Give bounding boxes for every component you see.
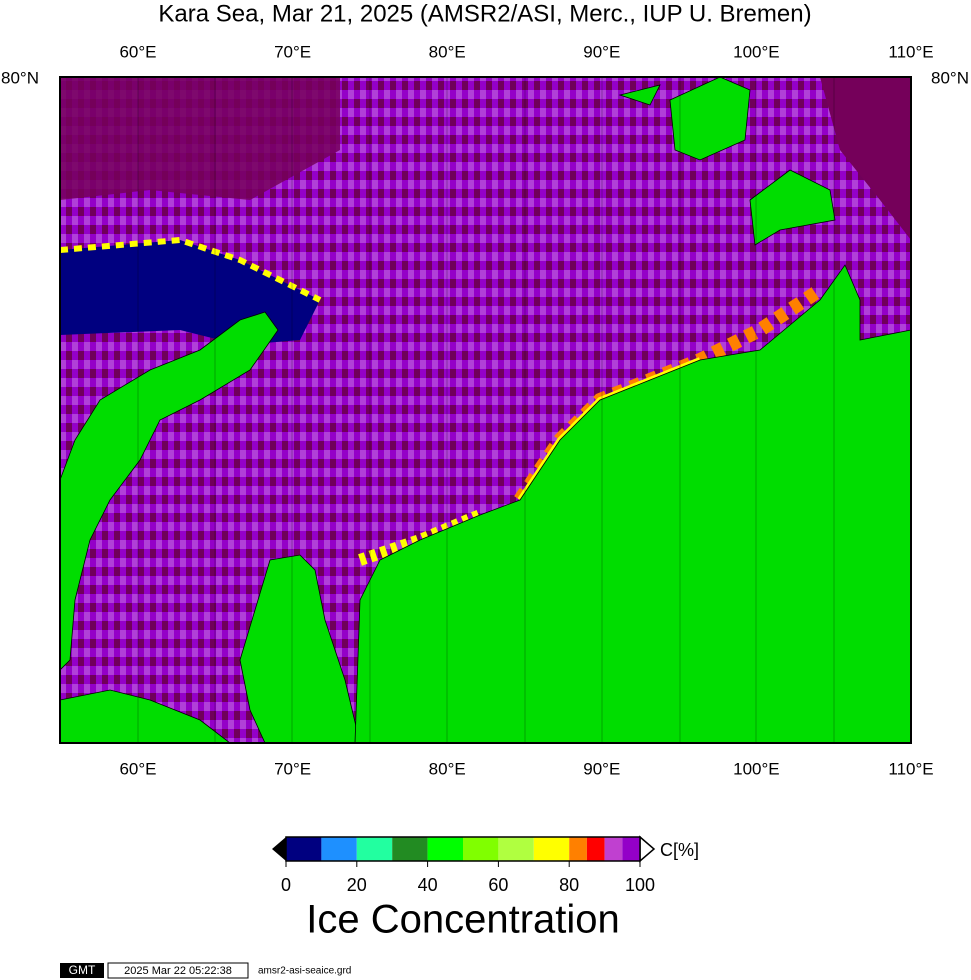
footer: GMT 2025 Mar 22 05:22:38 amsr2-asi-seaic… [60, 962, 351, 979]
colorbar [272, 835, 656, 863]
lat-label: 80°N [1, 68, 39, 87]
lon-label: 100°E [733, 759, 780, 778]
lon-label: 80°E [429, 42, 466, 61]
lon-label: 70°E [274, 759, 311, 778]
map [59, 76, 912, 744]
colorbar-tick-label: 40 [418, 875, 438, 895]
colorbar-unit: C[%] [660, 840, 699, 860]
lat-label: 80°N [931, 68, 969, 87]
lon-label: 80°E [429, 759, 466, 778]
lon-label: 90°E [583, 759, 620, 778]
title: Kara Sea, Mar 21, 2025 (AMSR2/ASI, Merc.… [158, 0, 811, 27]
colorbar-tick-label: 100 [625, 875, 655, 895]
colorbar-tick-label: 0 [281, 875, 291, 895]
logo: GMT [69, 963, 96, 977]
lon-label: 110°E [888, 42, 933, 61]
colorbar-tick-label: 20 [347, 875, 367, 895]
lon-label: 60°E [119, 42, 156, 61]
colorbar-tick-label: 60 [488, 875, 508, 895]
colorbar-tick-label: 80 [559, 875, 579, 895]
colorbar-label: Ice Concentration [306, 898, 620, 942]
lon-label: 100°E [733, 42, 780, 61]
lon-label: 110°E [888, 759, 933, 778]
lon-label: 90°E [583, 42, 620, 61]
file-name: amsr2-asi-seaice.grd [258, 966, 351, 977]
lon-label: 70°E [274, 42, 311, 61]
lon-label: 60°E [119, 759, 156, 778]
timestamp: 2025 Mar 22 05:22:38 [124, 965, 232, 977]
